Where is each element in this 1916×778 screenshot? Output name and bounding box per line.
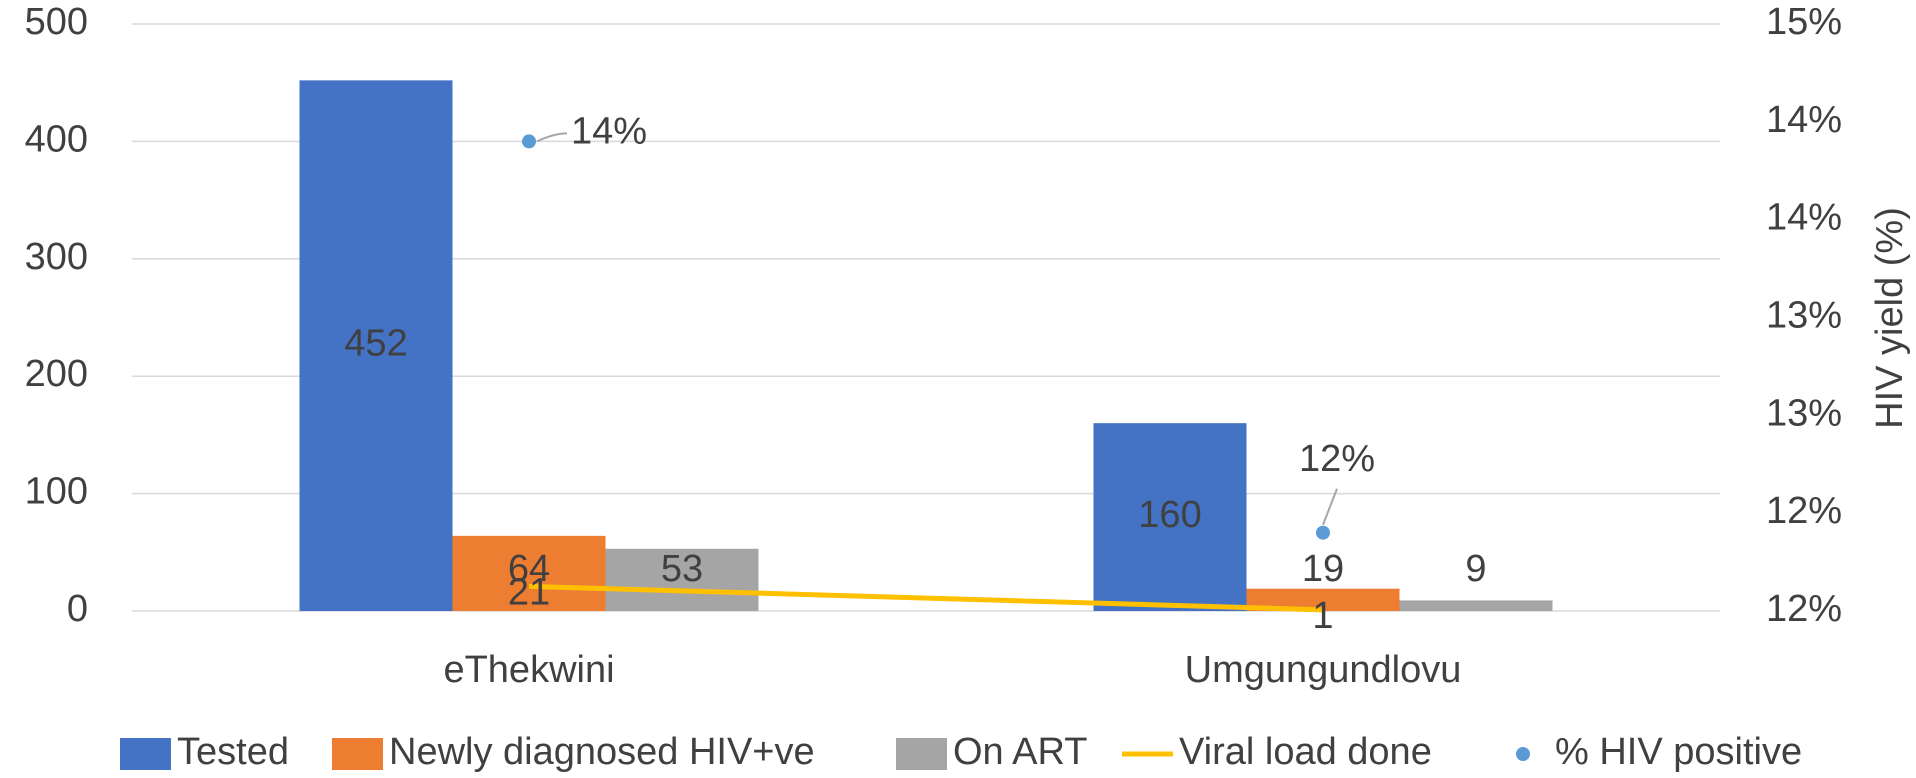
data-label: 19 <box>1302 548 1344 590</box>
data-label: 53 <box>661 548 703 590</box>
data-label: 160 <box>1138 494 1201 536</box>
bar <box>452 535 606 611</box>
x-tick-label: eThekwini <box>443 649 614 691</box>
bar <box>299 80 453 612</box>
bar <box>1246 588 1400 611</box>
data-label: 12% <box>1299 438 1375 480</box>
legend-swatch <box>896 738 947 770</box>
y-tick-label: 200 <box>25 353 88 395</box>
y2-tick-label: 13% <box>1766 295 1842 337</box>
data-label: 452 <box>344 323 407 365</box>
data-label: 1 <box>1312 595 1333 637</box>
y-tick-label: 0 <box>67 588 88 630</box>
y-tick-label: 400 <box>25 118 88 160</box>
y2-tick-label: 14% <box>1766 99 1842 141</box>
legend-swatch <box>1516 747 1530 761</box>
legend-label: Newly diagnosed HIV+ve <box>389 731 815 773</box>
y-tick-label: 100 <box>25 471 88 513</box>
point <box>1316 525 1330 540</box>
data-label: 64 <box>508 548 550 590</box>
legend-label: Viral load done <box>1179 731 1432 773</box>
leader-line <box>1322 488 1338 526</box>
bar <box>1093 423 1247 611</box>
legend-label: % HIV positive <box>1555 731 1802 773</box>
line <box>528 583 1324 613</box>
y2-tick-label: 13% <box>1766 392 1842 434</box>
y-tick-label: 300 <box>25 236 88 278</box>
x-tick-label: Umgungundlovu <box>1185 649 1462 691</box>
legend-swatch <box>120 738 171 770</box>
y2-axis-title: HIV yield (%) <box>1869 207 1911 429</box>
y2-tick-label: 12% <box>1766 490 1842 532</box>
bar <box>605 548 759 611</box>
y2-tick-label: 14% <box>1766 197 1842 239</box>
legend-swatch <box>332 738 383 770</box>
leader-line <box>536 132 568 143</box>
point <box>522 134 536 149</box>
data-label: 21 <box>508 571 550 613</box>
legend-label: On ART <box>953 731 1087 773</box>
y2-tick-label: 12% <box>1766 588 1842 630</box>
data-label: 9 <box>1465 548 1486 590</box>
bar <box>1399 600 1553 611</box>
y-tick-label: 500 <box>25 1 88 43</box>
y2-tick-label: 15% <box>1766 1 1842 43</box>
data-label: 14% <box>571 110 647 152</box>
legend-label: Tested <box>177 731 289 773</box>
